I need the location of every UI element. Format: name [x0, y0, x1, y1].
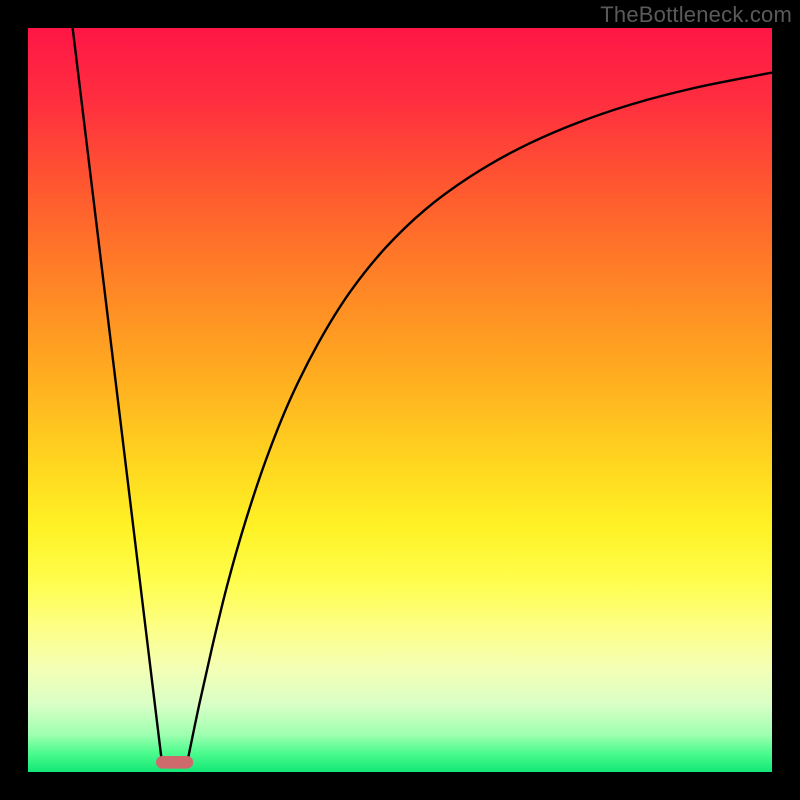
chart-container — [0, 0, 800, 800]
plot-background — [28, 28, 772, 772]
bottleneck-chart — [0, 0, 800, 800]
optimum-marker — [156, 756, 193, 769]
watermark-text: TheBottleneck.com — [600, 2, 792, 28]
